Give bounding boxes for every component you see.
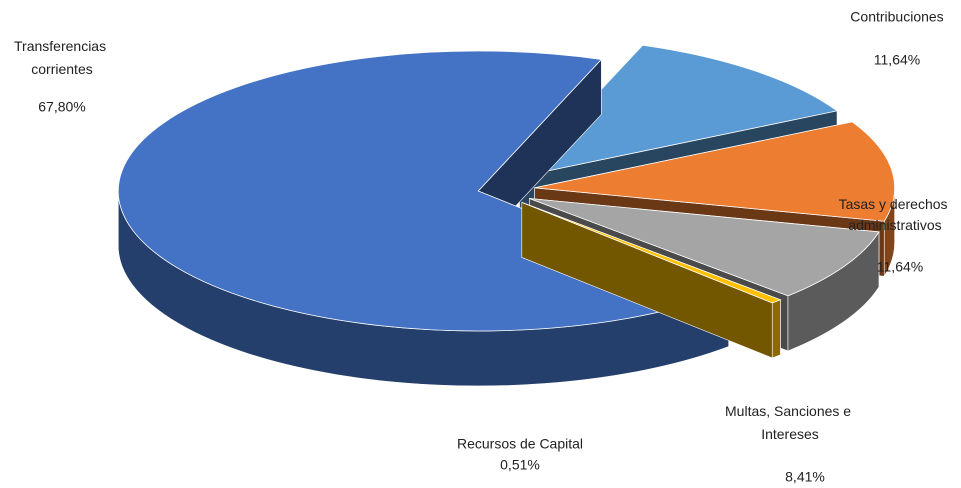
slice-label: Recursos de Capital: [457, 436, 583, 452]
pie-slice: [521, 201, 782, 359]
slice-top: [534, 121, 895, 222]
slice-label: Multas, Sanciones e Intereses: [725, 403, 855, 442]
slice-top: [518, 44, 839, 178]
slice-top: [529, 198, 880, 297]
slice-label: Transferencias corrientes: [14, 38, 110, 77]
slice-value-label: 67,80%: [38, 99, 85, 115]
slice-top: [521, 202, 782, 304]
slice-label: Tasas y derechos administrativos: [839, 196, 952, 233]
slice-value-label: 8,41%: [785, 469, 825, 485]
slice-value-label: 11,64%: [874, 52, 920, 68]
slice-value-label: 11,64%: [877, 259, 923, 275]
slice-value-label: 0,51%: [500, 457, 540, 473]
slice-side: [771, 299, 781, 359]
slice-label: Contribuciones: [850, 9, 943, 25]
